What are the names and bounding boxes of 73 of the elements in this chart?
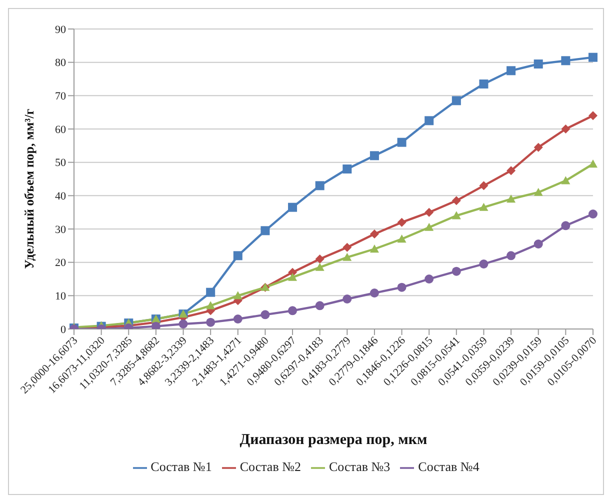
point (370, 288, 379, 298)
point (397, 234, 406, 243)
point (342, 252, 352, 261)
point (534, 240, 543, 248)
point (588, 160, 598, 168)
point (588, 52, 598, 62)
point (397, 282, 406, 292)
point (424, 208, 434, 217)
point (233, 291, 242, 300)
point (397, 218, 406, 227)
point (588, 111, 598, 120)
point (342, 294, 352, 304)
legend-label: Состав №4 (418, 459, 480, 474)
point (370, 151, 379, 160)
point (561, 176, 570, 184)
point (534, 60, 543, 68)
point (315, 181, 324, 190)
point (561, 56, 570, 66)
point (315, 301, 324, 310)
point (315, 262, 324, 271)
y-tick-label: 80 (55, 57, 66, 70)
y-axis-title: Удельный объем пор, мм³/г (22, 108, 37, 269)
legend-label: Состав №1 (150, 459, 212, 474)
point (534, 188, 543, 196)
y-tick-label: 40 (55, 190, 66, 203)
point (561, 221, 570, 230)
point (370, 244, 379, 253)
point (260, 226, 270, 236)
point (479, 260, 488, 268)
y-tick-label: 0 (60, 324, 66, 336)
point (206, 288, 216, 297)
point (479, 80, 488, 88)
y-tick-label: 70 (55, 90, 66, 103)
point (206, 301, 216, 310)
point (342, 242, 352, 252)
point (233, 314, 242, 324)
point (452, 96, 461, 106)
point (506, 251, 516, 260)
y-tick-label: 30 (55, 224, 66, 236)
legend-label: Состав №3 (329, 459, 390, 474)
point (506, 66, 516, 76)
point (534, 142, 543, 152)
point (452, 266, 461, 276)
x-axis-title: Диапазон размера пор, мкм (240, 432, 428, 448)
point (288, 202, 298, 212)
y-tick-label: 50 (55, 157, 66, 170)
point (561, 124, 570, 134)
point (506, 166, 516, 176)
point (315, 254, 324, 264)
point (479, 181, 488, 190)
point (479, 202, 488, 211)
legend-label: Состав №2 (240, 459, 301, 474)
point (588, 210, 598, 218)
y-tick-label: 90 (55, 24, 66, 36)
point (424, 222, 434, 231)
point (233, 251, 242, 260)
point (178, 320, 188, 328)
point (506, 194, 516, 203)
y-tick-label: 60 (55, 124, 66, 136)
y-tick-label: 20 (55, 257, 66, 270)
point (370, 230, 379, 238)
point (424, 116, 434, 126)
point (397, 138, 406, 147)
point (342, 164, 352, 174)
point (151, 322, 160, 329)
point (206, 318, 216, 327)
point (288, 306, 298, 316)
point (452, 196, 461, 206)
point (452, 211, 461, 220)
point (424, 274, 434, 284)
point (288, 272, 298, 281)
y-tick-label: 10 (55, 290, 66, 303)
point (260, 310, 270, 320)
